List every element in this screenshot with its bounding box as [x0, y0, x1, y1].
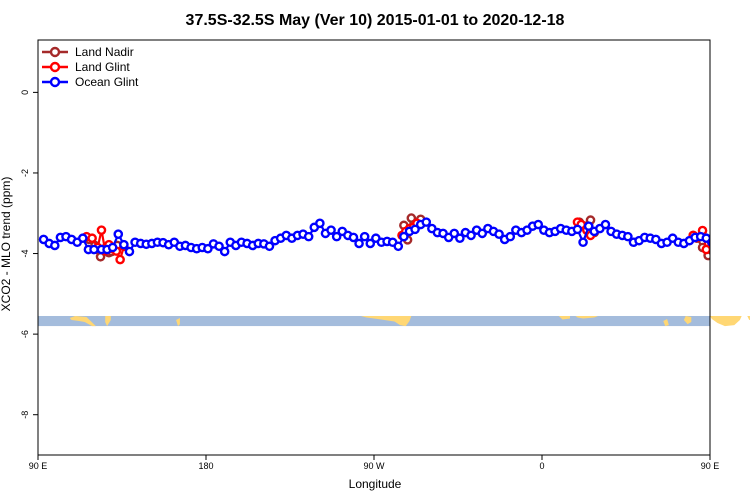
map-land-shape-9 — [747, 316, 750, 320]
data-point — [533, 219, 544, 230]
series-ocean-glint — [38, 217, 749, 257]
data-point — [326, 225, 336, 235]
x-tick-label: 90 E — [701, 461, 720, 471]
map-land-shape-6 — [663, 319, 669, 327]
data-point — [466, 230, 476, 241]
data-point — [354, 238, 364, 249]
data-point — [623, 231, 633, 242]
map-land-shape-2 — [176, 318, 180, 327]
map-land-shape-4 — [558, 316, 570, 320]
data-point — [410, 224, 420, 235]
data-point — [89, 244, 99, 255]
data-point — [714, 236, 721, 243]
x-axis-label: Longitude — [349, 477, 402, 491]
data-point — [393, 241, 404, 252]
data-point — [113, 229, 124, 240]
data-point — [719, 245, 726, 252]
data-point — [115, 254, 125, 265]
chart-title: 37.5S-32.5S May (Ver 10) 2015-01-01 to 2… — [186, 12, 565, 29]
data-point — [714, 249, 721, 256]
y-tick-label: 0 — [20, 90, 30, 95]
data-point — [712, 249, 719, 256]
data-point — [725, 244, 732, 251]
data-point — [96, 225, 107, 235]
data-point — [331, 231, 342, 242]
data-point — [600, 219, 611, 230]
x-tick-label: 90 E — [29, 461, 48, 471]
legend-marker — [49, 46, 61, 58]
legend-item-land-glint: Land Glint — [42, 60, 130, 74]
data-point — [477, 228, 488, 239]
x-tick-label: 90 W — [363, 461, 385, 471]
legend-marker — [49, 61, 61, 73]
y-tick-label: -2 — [20, 169, 30, 177]
data-point — [718, 257, 725, 264]
map-land-shape-3 — [360, 316, 412, 327]
map-land-shape-0 — [69, 316, 96, 327]
plot-area: 90 E 180 90 W 0 90 E 0 -2 -4 -6 -8 — [20, 39, 750, 471]
y-axis-label: XCO2 - MLO trend (ppm) — [0, 177, 13, 312]
data-point — [449, 228, 460, 239]
y-tick-label: -8 — [20, 411, 30, 419]
data-point — [203, 243, 213, 254]
data-point — [214, 241, 224, 252]
data-point — [742, 246, 749, 253]
x-tick-label: 180 — [198, 461, 213, 471]
legend-label: Land Glint — [75, 60, 130, 74]
data-point — [78, 233, 88, 244]
data-point — [707, 237, 710, 247]
data-point — [264, 241, 275, 252]
legend-item-land-nadir: Land Nadir — [42, 45, 134, 59]
legend-label: Land Nadir — [75, 45, 134, 59]
data-point — [359, 231, 370, 242]
data-point — [731, 231, 738, 238]
data-point — [572, 224, 583, 235]
y-tick-label: -4 — [20, 250, 30, 258]
data-point — [455, 233, 465, 244]
data-point — [348, 232, 359, 243]
legend-marker — [49, 76, 61, 88]
map-land-shape-8 — [710, 316, 742, 327]
data-point — [736, 239, 743, 246]
map-land-shape-5 — [575, 316, 598, 319]
data-point — [421, 217, 432, 227]
data-point — [303, 231, 314, 242]
data-point — [50, 240, 60, 251]
data-point — [505, 231, 516, 242]
data-point — [578, 237, 588, 248]
data-point — [399, 231, 409, 242]
data-point — [315, 218, 325, 229]
data-point — [107, 242, 118, 253]
data-point — [406, 213, 417, 223]
data-point — [219, 246, 230, 257]
data-point — [124, 246, 135, 257]
y-tick-label: -6 — [20, 330, 30, 338]
data-point — [87, 233, 97, 244]
legend-item-ocean-glint: Ocean Glint — [42, 75, 139, 89]
map-strip-ocean — [38, 315, 710, 327]
data-point — [583, 221, 594, 231]
legend-label: Ocean Glint — [75, 75, 139, 89]
map-land-shape-1 — [105, 316, 111, 327]
data-point — [718, 243, 725, 250]
data-point — [119, 239, 129, 250]
x-tick-label: 0 — [539, 461, 544, 471]
map-land-shape-7 — [683, 316, 692, 325]
data-point — [365, 238, 376, 249]
data-point — [494, 229, 504, 240]
